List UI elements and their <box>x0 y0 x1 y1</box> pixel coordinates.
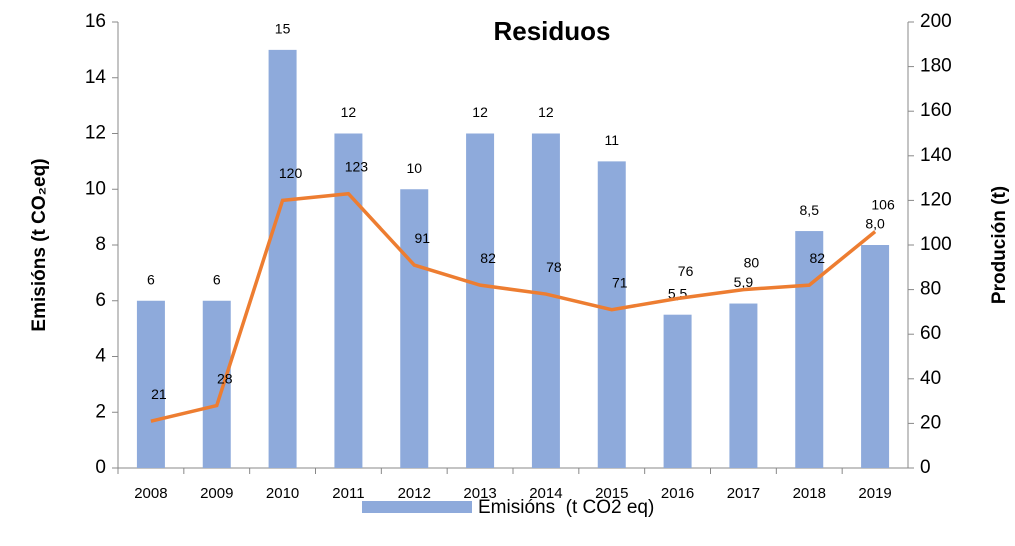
line-value-label: 106 <box>871 196 895 212</box>
x-tick-label: 2012 <box>398 485 431 502</box>
x-tick-label: 2011 <box>332 485 364 502</box>
bar <box>861 245 890 468</box>
bar-value-label: 15 <box>275 21 291 37</box>
x-tick-label: 2010 <box>266 485 299 502</box>
bar <box>136 300 165 468</box>
line-value-label: 82 <box>480 250 496 266</box>
line-value-label: 78 <box>546 259 562 275</box>
y2-tick-label: 160 <box>920 100 952 121</box>
y-tick-label: 0 <box>95 457 106 478</box>
x-tick-label: 2013 <box>463 485 496 502</box>
line-value-label: 123 <box>345 158 369 174</box>
bar <box>729 303 758 468</box>
y2-tick-label: 100 <box>920 234 952 255</box>
bar <box>466 133 495 468</box>
bar <box>268 49 297 468</box>
y2-tick-label: 80 <box>920 279 941 300</box>
line-value-label: 71 <box>612 274 628 290</box>
line-value-label: 80 <box>744 254 760 270</box>
bar <box>400 189 429 468</box>
y2-tick-label: 40 <box>920 368 941 389</box>
y2-tick-label: 180 <box>920 56 952 77</box>
bar-value-label: 8,5 <box>800 202 820 218</box>
bar <box>663 314 692 468</box>
y2-tick-label: 0 <box>920 457 931 478</box>
x-tick-label: 2008 <box>134 485 167 502</box>
y2-tick-label: 120 <box>920 189 952 210</box>
y-tick-label: 10 <box>85 178 106 199</box>
y-tick-label: 12 <box>85 123 106 144</box>
bar <box>795 231 824 468</box>
bar-value-label: 8,0 <box>865 216 885 232</box>
legend-swatch <box>362 501 472 513</box>
bar-value-label: 12 <box>341 104 357 120</box>
y-tick-label: 16 <box>85 11 106 32</box>
bar <box>202 300 231 468</box>
y2-tick-label: 200 <box>920 11 952 32</box>
y-tick-label: 4 <box>95 346 106 367</box>
y-tick-label: 14 <box>85 67 107 88</box>
line-value-label: 28 <box>217 370 233 386</box>
y2-tick-label: 20 <box>920 412 941 433</box>
x-tick-label: 2019 <box>858 485 891 502</box>
bar-value-label: 5,9 <box>734 274 754 290</box>
line <box>150 191 877 423</box>
line-value-label: 76 <box>678 263 694 279</box>
x-tick-label: 2014 <box>529 485 562 502</box>
x-tick-label: 2018 <box>793 485 826 502</box>
line-value-label: 120 <box>279 165 303 181</box>
bar-value-label: 6 <box>147 271 155 287</box>
bar-value-label: 10 <box>406 160 422 176</box>
legend-label: Emisións (t CO2 eq) <box>478 497 654 518</box>
x-tick-label: 2017 <box>727 485 760 502</box>
bar-value-label: 6 <box>213 271 221 287</box>
y-tick-label: 6 <box>95 290 106 311</box>
line-value-label: 82 <box>809 250 825 266</box>
bar-value-label: 11 <box>604 132 619 148</box>
line-value-label: 21 <box>151 386 167 402</box>
bar <box>531 133 560 468</box>
bar <box>334 133 363 468</box>
x-tick-label: 2016 <box>661 485 694 502</box>
y2-axis-label: Produción (t) <box>989 186 1010 304</box>
bar <box>597 161 626 468</box>
y-tick-label: 2 <box>95 401 106 422</box>
bar-value-label: 12 <box>472 104 488 120</box>
x-tick-label: 2015 <box>595 485 628 502</box>
line-value-label: 91 <box>414 230 430 246</box>
y2-tick-label: 60 <box>920 323 941 344</box>
y-tick-label: 8 <box>95 234 106 255</box>
bar-value-label: 12 <box>538 104 554 120</box>
x-tick-label: 2009 <box>200 485 233 502</box>
y2-tick-label: 140 <box>920 145 952 166</box>
y-axis-label: Emisións (t CO₂eq) <box>29 158 50 331</box>
chart-title: Residuos <box>493 16 610 46</box>
